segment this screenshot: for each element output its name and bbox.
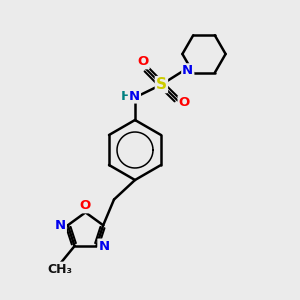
- Text: N: N: [182, 64, 194, 77]
- Text: O: O: [178, 96, 190, 110]
- Text: O: O: [137, 55, 149, 68]
- Text: CH₃: CH₃: [47, 262, 72, 276]
- Text: N: N: [55, 219, 66, 232]
- Text: O: O: [79, 199, 91, 212]
- Text: N: N: [98, 239, 110, 253]
- Text: H: H: [121, 89, 132, 103]
- Text: S: S: [156, 77, 167, 92]
- Text: N: N: [129, 89, 140, 103]
